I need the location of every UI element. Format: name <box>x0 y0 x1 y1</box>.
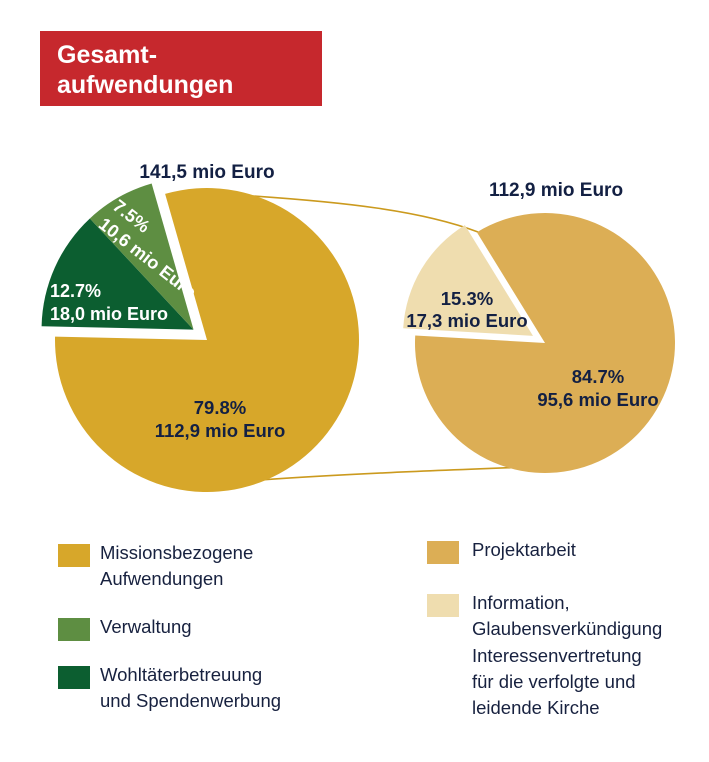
svg-text:141,5 mio Euro: 141,5 mio Euro <box>139 162 274 183</box>
svg-text:112,9 mio Euro: 112,9 mio Euro <box>489 180 623 201</box>
